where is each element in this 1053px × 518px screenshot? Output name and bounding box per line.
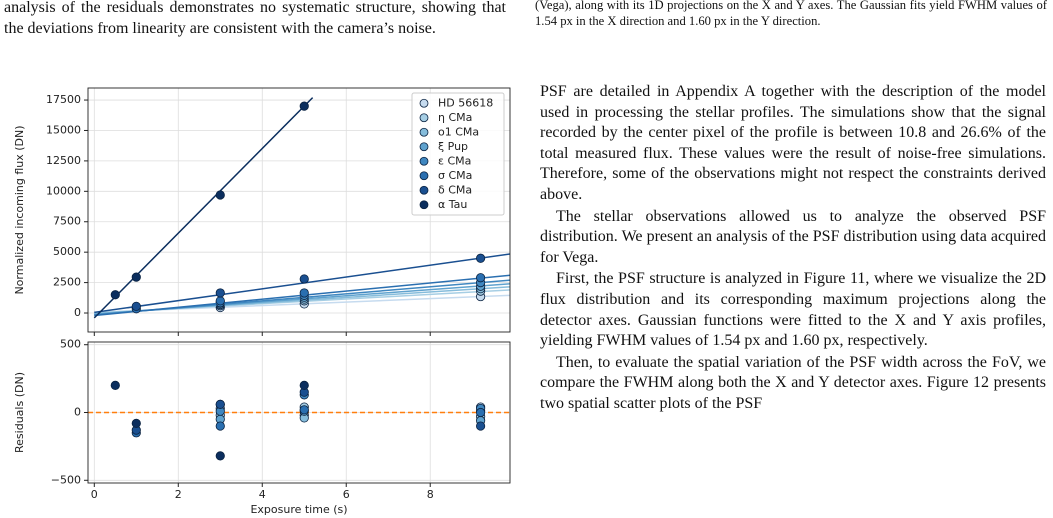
y-axis-label: Residuals (DN)	[13, 372, 26, 453]
data-point	[299, 288, 309, 298]
data-point	[215, 296, 225, 306]
data-point	[131, 301, 141, 311]
y-tick-label: 7500	[53, 215, 81, 228]
y-axis-label: Normalized incoming flux (DN)	[13, 125, 26, 294]
legend-label: α Tau	[438, 198, 467, 211]
legend-marker	[419, 98, 429, 108]
y-tick-label: 2500	[53, 276, 81, 289]
data-point	[476, 273, 486, 283]
legend-label: σ CMa	[438, 169, 472, 182]
y-tick-label: 12500	[46, 154, 81, 167]
plot-area	[88, 342, 510, 483]
data-point	[131, 272, 141, 282]
legend-marker	[419, 142, 429, 152]
axes-frame	[87, 87, 511, 333]
data-point	[215, 288, 225, 298]
legend-label: δ CMa	[438, 183, 472, 196]
legend-marker	[419, 127, 429, 137]
legend-marker	[419, 113, 429, 123]
data-point	[215, 451, 225, 461]
legend-marker	[419, 171, 429, 181]
figure-caption: (Vega), along with its 1D projections on…	[535, 0, 1047, 28]
data-point	[110, 380, 120, 390]
legend-label: ε CMa	[438, 154, 471, 167]
data-point	[215, 421, 225, 431]
legend-label: HD 56618	[438, 96, 493, 109]
y-tick-label: −500	[51, 473, 81, 486]
legend-label: ξ Pup	[438, 140, 468, 153]
figure: 025005000750010000125001500017500Normali…	[13, 87, 511, 516]
legend-box	[411, 92, 505, 216]
data-point	[110, 290, 120, 300]
data-point	[131, 418, 141, 428]
y-tick-label: 15000	[46, 123, 81, 136]
legend-label: η CMa	[438, 111, 472, 124]
data-point	[215, 190, 225, 200]
paragraph: PSF are detailed in Appendix A together …	[540, 83, 1046, 203]
legend-marker	[419, 200, 429, 210]
text-column: PSF are detailed in Appendix A together …	[540, 82, 1046, 416]
legend-marker	[419, 185, 429, 195]
data-point	[299, 274, 309, 284]
data-point	[215, 399, 225, 409]
fit-line	[93, 97, 314, 319]
data-point	[299, 380, 309, 390]
y-tick-label: 10000	[46, 184, 81, 197]
y-tick-label: 5000	[53, 245, 81, 258]
legend-label: o1 CMa	[438, 125, 479, 138]
x-axis-label: Exposure time (s)	[250, 503, 347, 516]
axes-frame	[87, 341, 511, 484]
x-tick-label: 4	[259, 488, 266, 501]
data-point	[476, 407, 486, 418]
y-tick-label: 17500	[46, 93, 81, 106]
y-tick-label: 0	[74, 306, 81, 319]
paragraph: First, the PSF structure is analyzed in …	[540, 270, 1046, 350]
x-tick-label: 8	[427, 488, 434, 501]
data-point	[299, 101, 309, 111]
data-point	[476, 253, 486, 263]
data-point	[476, 421, 486, 431]
y-tick-label: 0	[74, 406, 81, 419]
legend-marker	[419, 156, 429, 166]
fit-line	[94, 253, 510, 314]
paragraph: The stellar observations allowed us to a…	[540, 207, 1046, 266]
x-tick-label: 0	[91, 488, 98, 501]
x-tick-label: 6	[343, 488, 350, 501]
y-tick-label: 500	[60, 338, 81, 351]
paragraph: analysis of the residuals demonstrates n…	[4, 0, 506, 37]
data-point	[299, 405, 309, 415]
x-tick-label: 2	[175, 488, 182, 501]
paragraph: Then, to evaluate the spatial variation …	[540, 353, 1046, 412]
